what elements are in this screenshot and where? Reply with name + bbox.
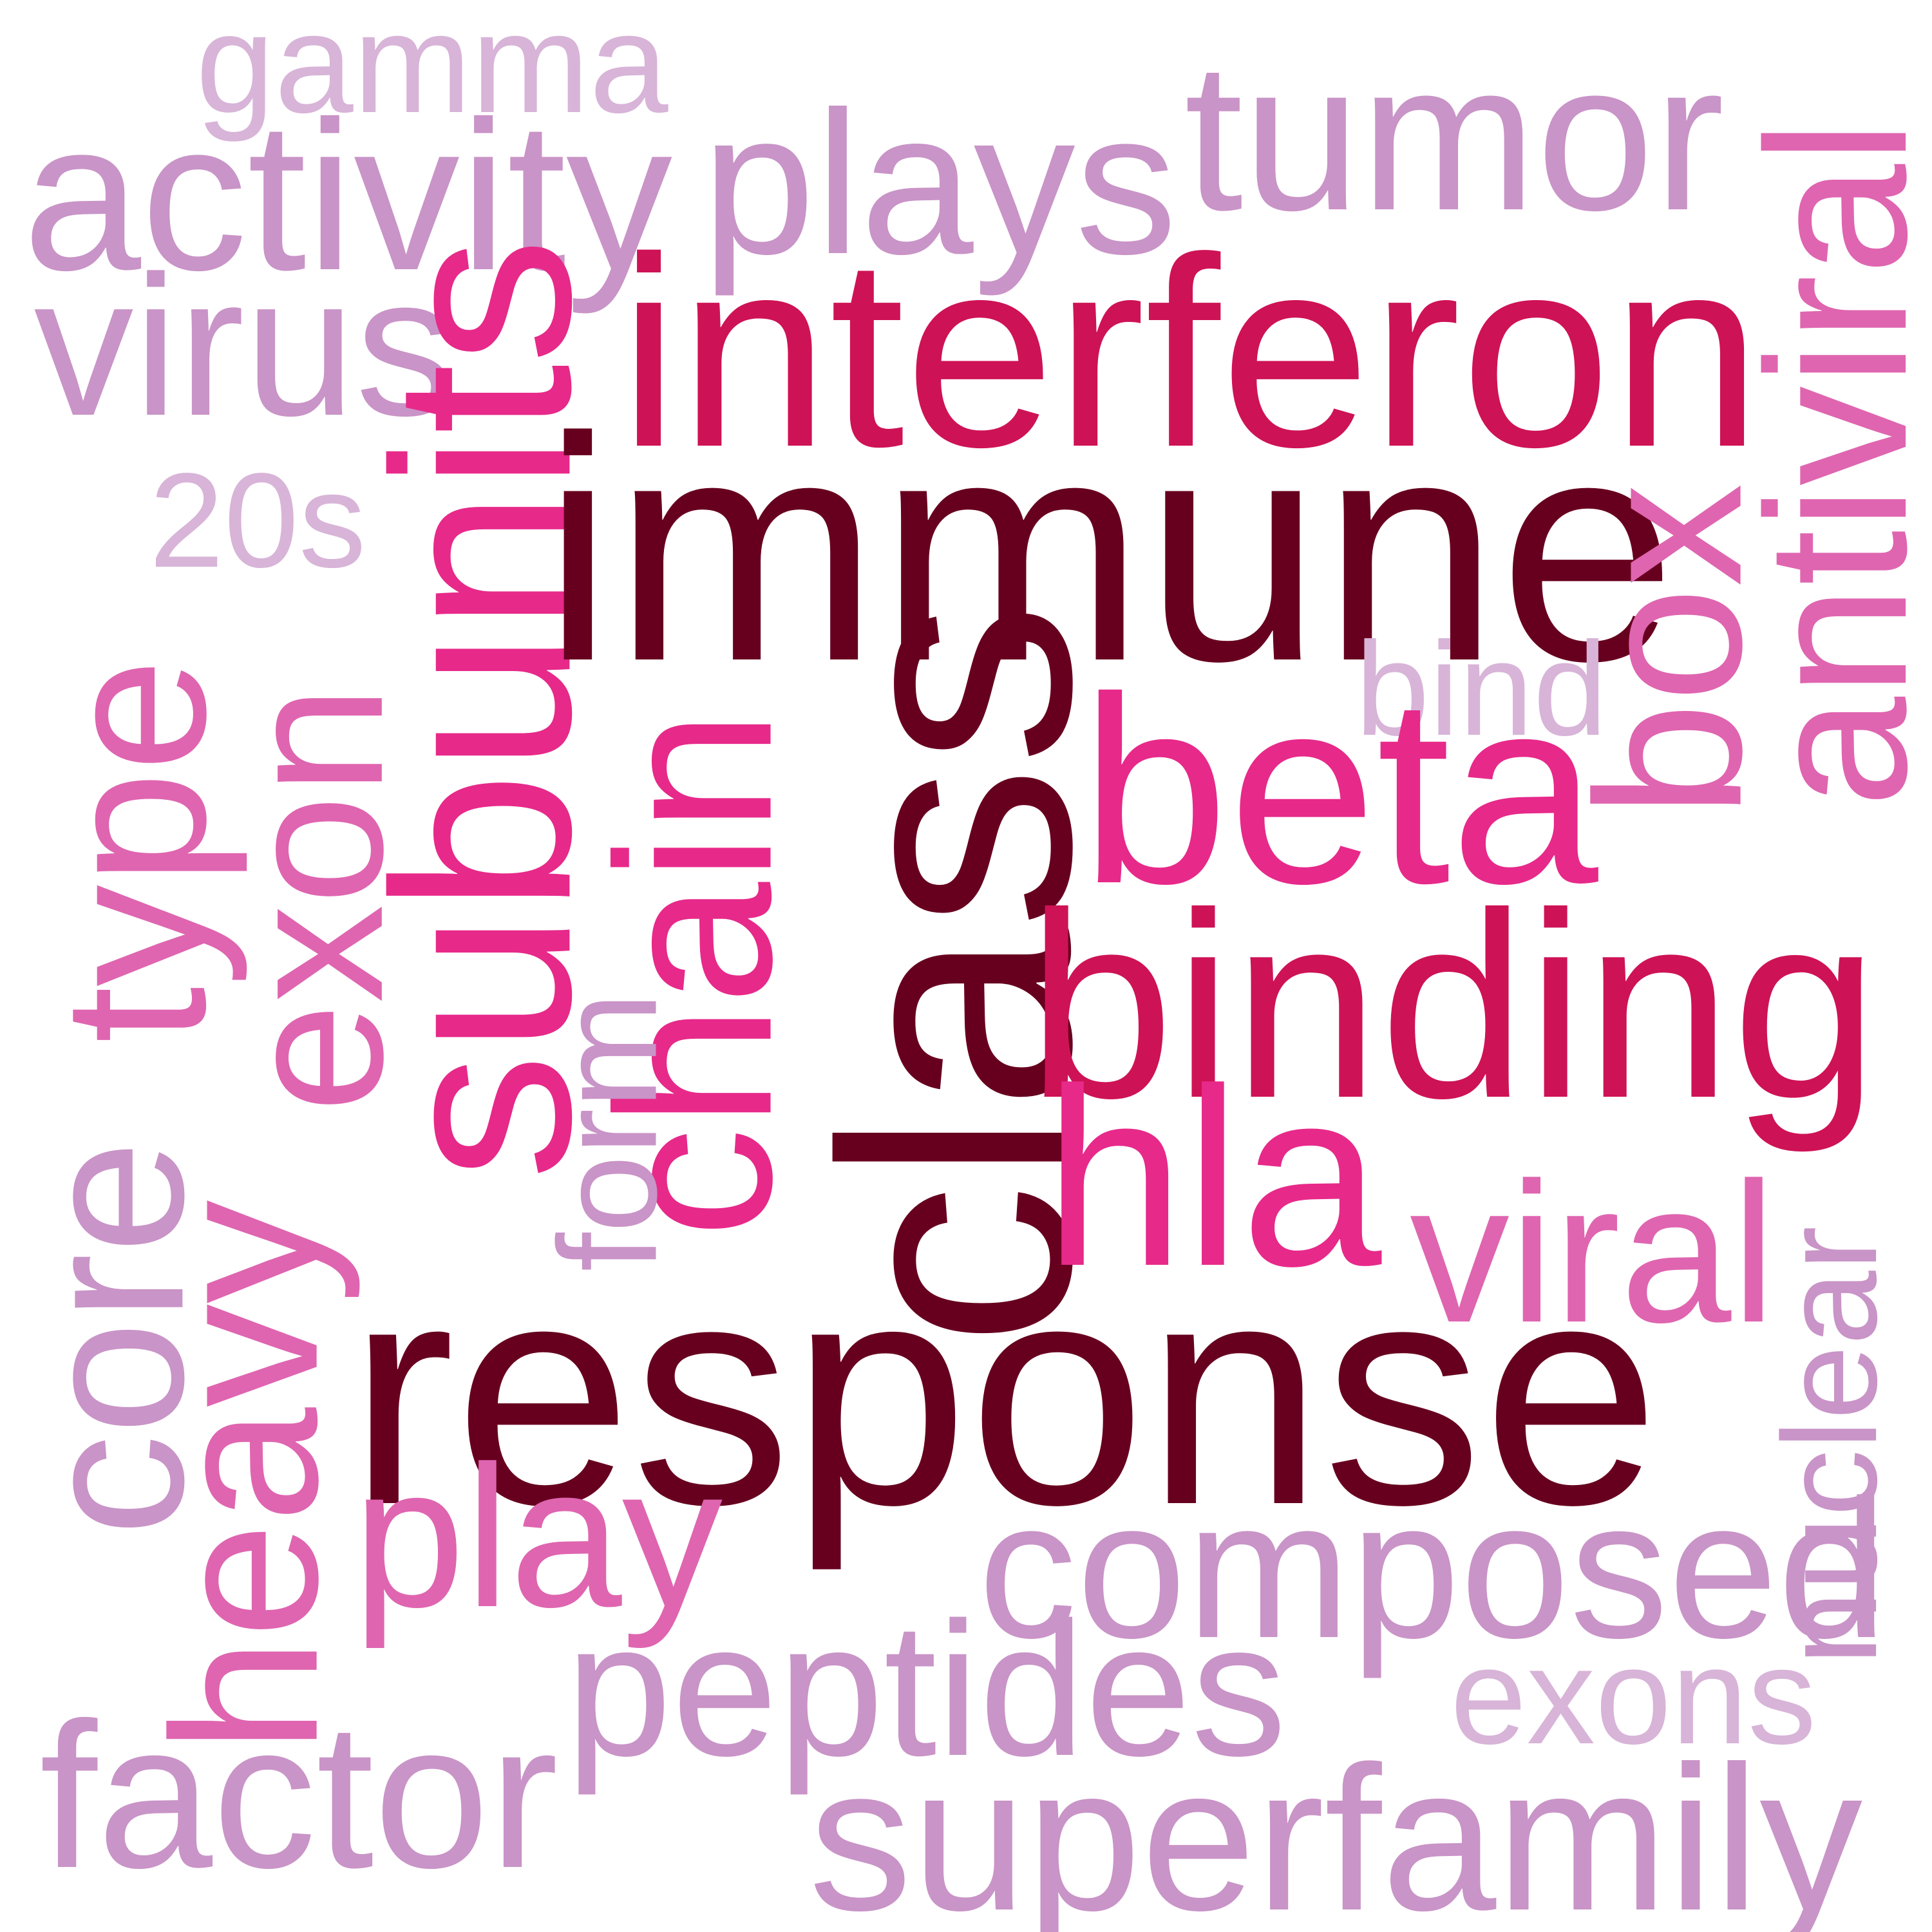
word-exon: exon <box>203 685 424 1113</box>
word-tumor: tumor <box>1184 18 1725 254</box>
word-heavy: heavy <box>129 1200 361 1754</box>
word-viral: viral <box>1410 1141 1776 1364</box>
word-response: response <box>348 1214 1660 1571</box>
word-composed: composed <box>978 1459 1888 1679</box>
word-interferon: interferon <box>619 202 1762 504</box>
word-activity: activity <box>23 77 673 314</box>
word-bind: bind <box>1355 614 1607 763</box>
word-immune: immune <box>542 370 1677 727</box>
word-hla: hla <box>1044 1036 1382 1319</box>
word-play: play <box>353 1424 723 1649</box>
word-factor: factor <box>39 1680 558 1911</box>
word-plays: plays <box>702 69 1177 296</box>
word-binding: binding <box>1027 858 1879 1153</box>
word-superfamily: superfamily <box>809 1723 1863 1932</box>
word-virus: virus <box>33 234 456 457</box>
word-peptides: peptides <box>565 1582 1287 1795</box>
word-beta: beta <box>1081 641 1598 939</box>
word-gamma: gamma <box>196 0 668 142</box>
word-20s: 20s <box>149 445 366 596</box>
word-exons: exons <box>1450 1619 1817 1773</box>
